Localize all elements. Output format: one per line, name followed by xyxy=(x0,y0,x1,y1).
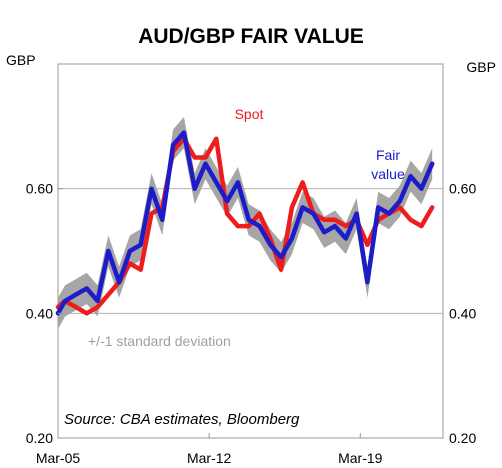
plot-frame xyxy=(57,63,444,439)
y-tick-label-right: 0.20 xyxy=(449,430,476,446)
annotation-fair-value-line1: Fair xyxy=(376,147,400,163)
x-tick-label: Mar-19 xyxy=(338,450,383,466)
x-tick-label: Mar-12 xyxy=(187,450,232,466)
annotation-fair-value-line2: value xyxy=(371,166,405,182)
y-tick-label-left: 0.20 xyxy=(26,430,53,446)
y-tick-label-right: 0.40 xyxy=(449,305,476,321)
x-tick-label: Mar-05 xyxy=(36,450,81,466)
chart-title: AUD/GBP FAIR VALUE xyxy=(138,25,364,48)
series-layer xyxy=(55,130,435,316)
y-unit-right: GBP xyxy=(466,59,496,75)
annotation-spot: Spot xyxy=(235,106,264,122)
axis-layer: 0.20 0.20 0.40 0.40 0.60 0.60 Mar-05 Mar-12 Mar-… xyxy=(26,181,477,466)
y-unit-left: GBP xyxy=(6,52,36,68)
y-tick-label-left: 0.60 xyxy=(26,181,53,197)
annotation-std-band: +/-1 standard deviation xyxy=(88,333,231,349)
spot-line xyxy=(55,136,435,316)
source-note: Source: CBA estimates, Bloomberg xyxy=(64,411,300,428)
grid-layer xyxy=(58,188,443,314)
y-tick-label-left: 0.40 xyxy=(26,305,53,321)
y-tick-label-right: 0.60 xyxy=(449,181,476,197)
fair-value-line xyxy=(55,130,435,316)
